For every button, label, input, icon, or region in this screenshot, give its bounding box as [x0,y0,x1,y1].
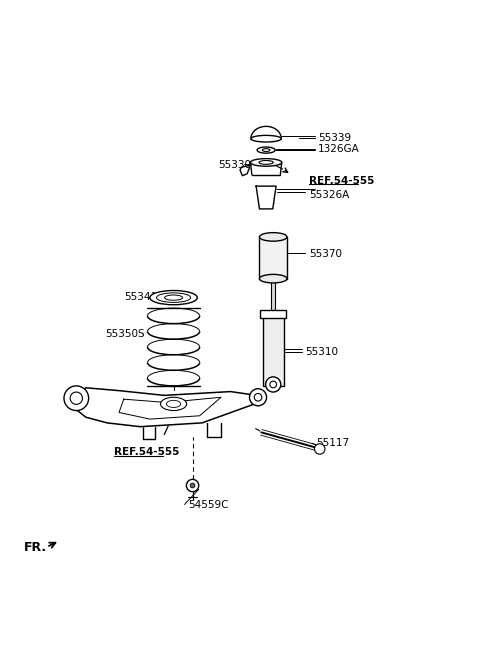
Ellipse shape [150,291,197,305]
Text: REF.54-555: REF.54-555 [114,447,180,457]
Ellipse shape [260,274,287,283]
Ellipse shape [257,147,275,153]
Text: 55350S: 55350S [105,329,144,339]
Circle shape [265,377,281,392]
Circle shape [250,389,266,406]
Ellipse shape [259,161,273,164]
Ellipse shape [167,400,180,407]
Text: REF.54-555: REF.54-555 [309,176,374,186]
Circle shape [186,480,199,492]
Ellipse shape [160,398,187,411]
Text: FR.: FR. [24,541,47,554]
Circle shape [270,381,276,388]
Bar [260,310,287,318]
Ellipse shape [251,135,281,142]
Circle shape [254,394,262,401]
Ellipse shape [156,293,191,302]
Text: 55117: 55117 [316,438,349,448]
Text: 1326GA: 1326GA [318,144,360,154]
Polygon shape [73,388,261,426]
Polygon shape [251,127,281,138]
Polygon shape [240,165,251,176]
Circle shape [70,392,83,404]
Circle shape [314,443,325,454]
Text: 55370: 55370 [309,249,342,260]
Circle shape [190,483,195,488]
Ellipse shape [165,295,182,300]
Text: 55341: 55341 [124,292,157,302]
Bar [263,314,284,386]
Bar [271,281,276,390]
Text: 54559C: 54559C [188,500,228,510]
Text: 55339: 55339 [318,133,351,143]
Circle shape [64,386,89,411]
Polygon shape [256,186,276,209]
Text: 55330: 55330 [219,160,252,171]
Text: 55310: 55310 [305,347,338,357]
Text: 55326A: 55326A [309,190,349,200]
Ellipse shape [262,149,270,152]
Ellipse shape [260,233,287,241]
Polygon shape [119,398,221,419]
Bar [260,237,287,279]
Ellipse shape [251,159,282,166]
